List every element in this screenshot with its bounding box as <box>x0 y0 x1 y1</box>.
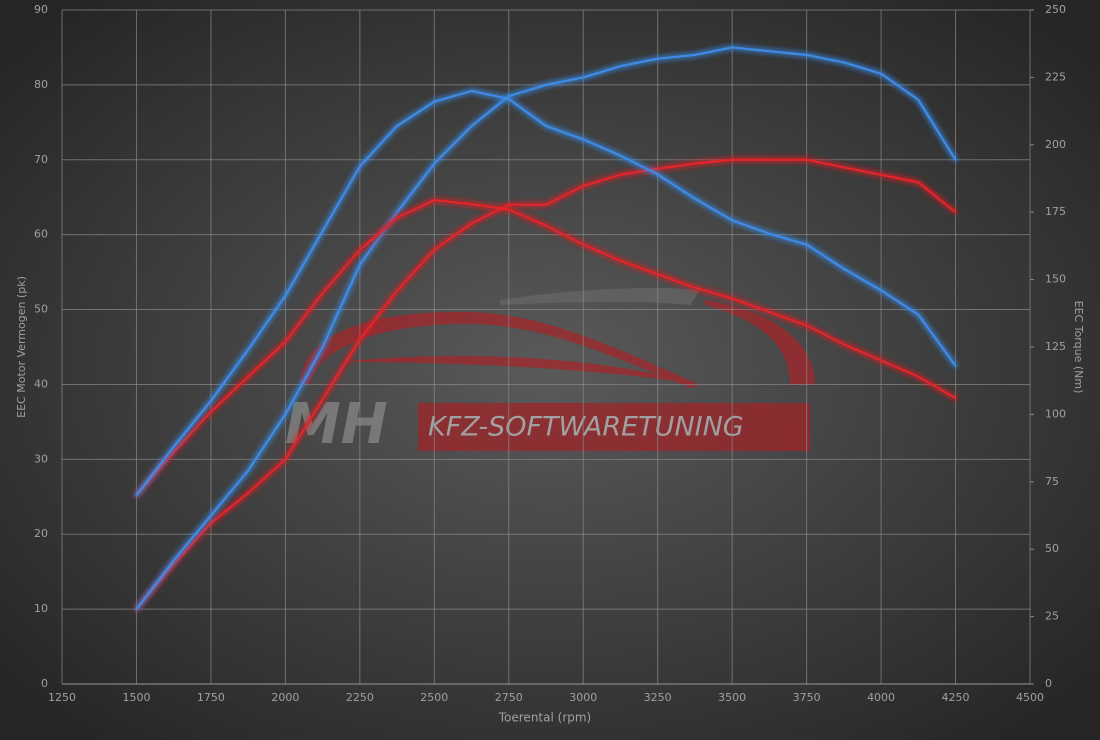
x-axis-label: Toerental (rpm) <box>498 711 591 725</box>
x-tick-label: 4250 <box>942 691 970 704</box>
y-tick-label: 70 <box>34 153 48 166</box>
car-rear <box>705 300 815 385</box>
y2-tick-label: 0 <box>1045 677 1052 690</box>
y2-tick-label: 75 <box>1045 475 1059 488</box>
curve <box>135 158 957 611</box>
y-tick-label: 60 <box>34 228 48 241</box>
logo-band <box>418 403 810 451</box>
curve <box>135 89 957 497</box>
y2-tick-label: 175 <box>1045 205 1066 218</box>
x-tick-label: 2750 <box>495 691 523 704</box>
y2-tick-label: 50 <box>1045 542 1059 555</box>
watermark: MH KFZ-SOFTWARETUNING <box>285 288 815 457</box>
y-tick-label: 0 <box>41 677 48 690</box>
x-tick-label: 1250 <box>48 691 76 704</box>
x-tick-label: 2000 <box>271 691 299 704</box>
y-tick-label: 30 <box>34 452 48 465</box>
y2-axis-label: EEC Torque (Nm) <box>1072 301 1085 394</box>
y2-tick-label: 150 <box>1045 273 1066 286</box>
curve <box>135 198 957 497</box>
y2-tick-label: 200 <box>1045 138 1066 151</box>
y2-tick-label: 125 <box>1045 340 1066 353</box>
car-roof <box>500 288 700 305</box>
x-tick-label: 2500 <box>420 691 448 704</box>
y-axis-label: EEC Motor Vermogen (pk) <box>15 276 28 418</box>
y2-tick-label: 225 <box>1045 70 1066 83</box>
x-tick-label: 3000 <box>569 691 597 704</box>
x-tick-label: 4500 <box>1016 691 1044 704</box>
y-tick-label: 80 <box>34 78 48 91</box>
y-tick-label: 20 <box>34 527 48 540</box>
car-swoosh <box>340 355 700 385</box>
y-tick-label: 10 <box>34 602 48 615</box>
y-tick-label: 40 <box>34 377 48 390</box>
y-tick-label: 50 <box>34 303 48 316</box>
y-tick-label: 90 <box>34 3 48 16</box>
logo: MH <box>285 392 388 457</box>
x-tick-label: 2250 <box>346 691 374 704</box>
y2-tick-label: 250 <box>1045 3 1066 16</box>
y2-tick-label: 100 <box>1045 407 1066 420</box>
x-tick-label: 3750 <box>793 691 821 704</box>
x-tick-label: 1500 <box>122 691 150 704</box>
curve <box>135 46 957 611</box>
x-tick-label: 4000 <box>867 691 895 704</box>
logo-text: KFZ-SOFTWARETUNING <box>428 412 744 443</box>
x-tick-label: 3500 <box>718 691 746 704</box>
x-tick-label: 1750 <box>197 691 225 704</box>
y2-tick-label: 25 <box>1045 610 1059 623</box>
x-tick-label: 3250 <box>644 691 672 704</box>
